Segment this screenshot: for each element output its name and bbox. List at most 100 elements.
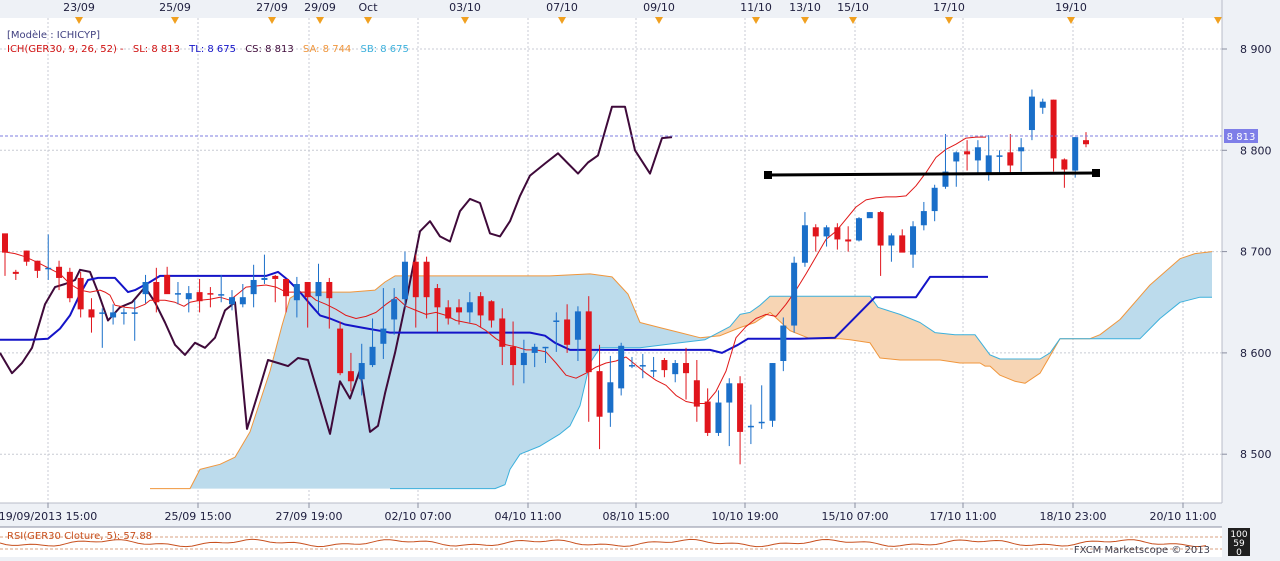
rsi-panel[interactable]: RSI(GER30 Cloture, 5): 57.88 FXCM Market…: [0, 526, 1250, 558]
candle: [510, 321, 517, 386]
x-tick-label: 18/10 23:00: [1040, 510, 1107, 523]
candle-body: [207, 293, 214, 295]
top-date-label: 17/10: [933, 1, 965, 14]
brand-label: FXCM Marketscope © 2013: [1074, 545, 1210, 556]
legend-ich: ICH(GER30, 9, 26, 52) -: [7, 44, 124, 55]
candle: [337, 321, 344, 376]
legend-cs: CS: 8 813: [245, 44, 294, 55]
trendline[interactable]: [767, 171, 1097, 177]
chikou-span-line: [0, 105, 673, 435]
candle: [823, 225, 830, 247]
candle-body: [456, 307, 463, 313]
candle-body: [131, 312, 138, 314]
candle-body: [445, 307, 452, 319]
candle: [910, 221, 917, 268]
candle-body: [423, 261, 430, 298]
rsi-line: [0, 538, 1207, 548]
candle: [293, 276, 300, 318]
candle: [931, 184, 938, 222]
candle: [683, 347, 690, 400]
candle: [110, 304, 117, 325]
candle-body: [715, 402, 722, 433]
candle-body: [607, 382, 614, 413]
rsi-scale-box: [1228, 528, 1250, 556]
candle-body: [153, 281, 160, 303]
candle: [45, 234, 52, 280]
candle-body: [110, 312, 117, 318]
top-date-label: 07/10: [546, 1, 578, 14]
candle: [380, 288, 387, 359]
event-marker-icon[interactable]: [945, 17, 953, 24]
event-marker-icon[interactable]: [1214, 17, 1222, 24]
event-marker-icon[interactable]: [558, 17, 566, 24]
price-axis[interactable]: [1222, 0, 1280, 557]
event-marker-icon[interactable]: [171, 17, 179, 24]
candle-body: [672, 363, 679, 375]
x-tick-label: 10/10 19:00: [712, 510, 779, 523]
candle: [1028, 89, 1035, 141]
candle-body: [931, 187, 938, 212]
candle: [574, 306, 581, 362]
candle: [304, 281, 311, 328]
candle-body: [812, 227, 819, 237]
candle-body: [953, 152, 960, 162]
event-marker-icon[interactable]: [364, 17, 372, 24]
candle: [693, 359, 700, 422]
event-marker-icon[interactable]: [849, 17, 857, 24]
candle: [120, 308, 127, 325]
event-marker-icon[interactable]: [316, 17, 324, 24]
time-axis[interactable]: [0, 503, 1222, 527]
tenkan-sen-line: [2, 136, 986, 404]
candle: [780, 317, 787, 372]
model-label: [Modèle : ICHICYP]: [7, 29, 100, 41]
event-marker-icon[interactable]: [655, 17, 663, 24]
top-date-label: 23/09: [63, 1, 95, 14]
candle-body: [304, 281, 311, 298]
event-marker-icon[interactable]: [461, 17, 469, 24]
plot-area[interactable]: [0, 18, 1222, 503]
candle-body: [283, 278, 290, 297]
candle: [953, 151, 960, 187]
candle-body: [196, 292, 203, 302]
event-marker-icon[interactable]: [1067, 17, 1075, 24]
candle-body: [164, 274, 171, 295]
candle-body: [477, 296, 484, 316]
candle: [77, 271, 84, 318]
top-date-label: 29/09: [304, 1, 336, 14]
candle-body: [855, 218, 862, 241]
candle: [585, 296, 592, 422]
candle-body: [661, 359, 668, 371]
top-date-strip: [0, 0, 1222, 18]
candle-body: [250, 279, 257, 295]
candle-body: [488, 301, 495, 321]
candle: [564, 304, 571, 353]
candle-body: [66, 271, 73, 299]
candle-body: [801, 225, 808, 263]
candle: [920, 201, 927, 231]
candle-body: [358, 363, 365, 380]
top-date-label: 27/09: [256, 1, 288, 14]
candle: [12, 269, 19, 280]
candle-body: [2, 233, 8, 253]
event-marker-icon[interactable]: [75, 17, 83, 24]
candle-body: [23, 250, 30, 262]
current-price-value: 8 813: [1227, 132, 1256, 143]
rsi-pane[interactable]: [0, 527, 1222, 557]
event-marker-icon[interactable]: [268, 17, 276, 24]
candle-body: [1039, 101, 1046, 108]
support-trendline[interactable]: [764, 169, 1100, 179]
candle-body: [45, 267, 52, 270]
candle-body: [56, 266, 63, 278]
trendline-handle-left[interactable]: [764, 171, 772, 179]
event-marker-icon[interactable]: [801, 17, 809, 24]
rsi-scale-low: 0: [1236, 548, 1242, 557]
candle: [801, 212, 808, 267]
candle: [488, 300, 495, 328]
candle: [401, 251, 408, 308]
candle: [899, 229, 906, 253]
candle: [1050, 99, 1057, 172]
candle: [1039, 98, 1046, 114]
event-marker-icon[interactable]: [752, 17, 760, 24]
trendline-handle-right[interactable]: [1092, 169, 1100, 177]
